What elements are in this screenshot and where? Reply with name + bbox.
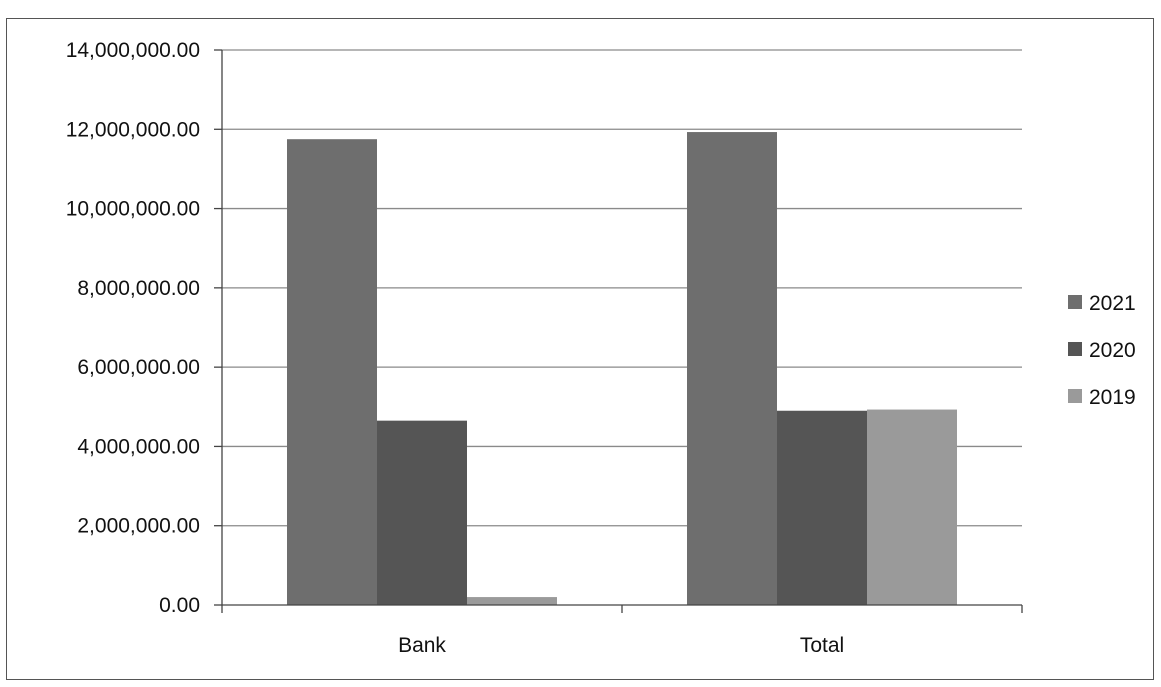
legend: 2021 2020 2019 bbox=[1068, 292, 1136, 409]
y-tick-label: 10,000,000.00 bbox=[66, 198, 200, 221]
bar-2019-bank bbox=[467, 597, 557, 605]
bars bbox=[287, 132, 957, 606]
bar-2019-total bbox=[867, 409, 957, 605]
bar-2021-total bbox=[687, 132, 777, 605]
y-tick-label: 4,000,000.00 bbox=[77, 435, 200, 458]
chart-frame bbox=[6, 18, 1154, 680]
y-tick-label: 8,000,000.00 bbox=[77, 277, 200, 300]
legend-swatch bbox=[1068, 295, 1082, 309]
legend-label: 2021 bbox=[1089, 292, 1136, 315]
axes bbox=[221, 50, 1023, 613]
x-category-label: Total bbox=[800, 634, 844, 657]
legend-label: 2020 bbox=[1089, 339, 1136, 362]
bar-2020-bank bbox=[377, 420, 467, 605]
y-tick-label: 12,000,000.00 bbox=[66, 118, 200, 141]
legend-label: 2019 bbox=[1089, 386, 1136, 409]
legend-swatch bbox=[1068, 342, 1082, 356]
y-tick-label: 2,000,000.00 bbox=[77, 515, 200, 538]
y-tick-label: 14,000,000.00 bbox=[66, 39, 200, 62]
bar-2020-total bbox=[777, 410, 867, 605]
legend-swatch bbox=[1068, 389, 1082, 403]
bar-2021-bank bbox=[287, 139, 377, 606]
x-category-label: Bank bbox=[398, 634, 446, 657]
y-tick-label: 6,000,000.00 bbox=[77, 356, 200, 379]
y-tick-labels: 0.00 2,000,000.00 4,000,000.00 6,000,000.00… bbox=[66, 39, 200, 617]
y-tick-label: 0.00 bbox=[159, 594, 200, 617]
category-labels: Bank Total bbox=[398, 634, 844, 657]
